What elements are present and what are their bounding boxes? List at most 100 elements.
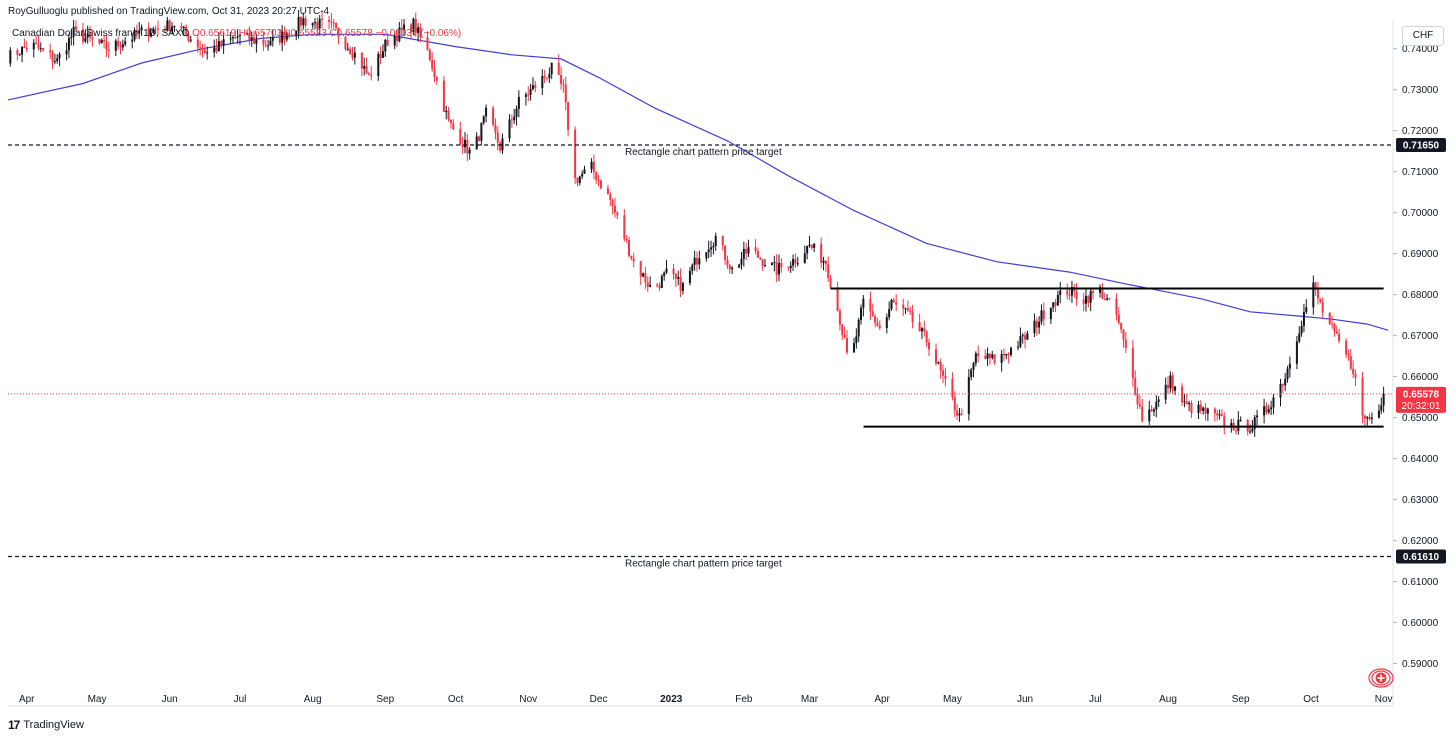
candle-body xyxy=(918,322,921,332)
candle-body xyxy=(616,212,619,216)
candle-body xyxy=(1103,298,1106,300)
candle-body xyxy=(794,259,797,264)
candle-body xyxy=(400,27,403,30)
candle-body xyxy=(1038,321,1041,328)
candle-body xyxy=(410,24,413,32)
candle-body xyxy=(213,47,216,53)
candle-body xyxy=(639,261,642,277)
last-price-label: 0.65578 xyxy=(1403,389,1440,400)
candle-body xyxy=(335,22,338,28)
candle-body xyxy=(70,36,73,39)
candle-body xyxy=(351,53,354,58)
candle-body xyxy=(885,317,888,328)
candle-body xyxy=(1338,333,1341,342)
candle-body xyxy=(459,129,462,145)
candle-body xyxy=(1049,307,1052,320)
candle-body xyxy=(951,378,954,398)
y-tick-label: 0.62000 xyxy=(1402,536,1439,547)
candle-body xyxy=(1066,290,1069,295)
candle-body xyxy=(105,41,108,50)
candle-body xyxy=(658,285,661,288)
candle-body xyxy=(67,38,70,51)
candle-body xyxy=(1333,324,1336,332)
plot-area[interactable] xyxy=(8,20,1393,684)
candle-body xyxy=(138,30,141,34)
candle-body xyxy=(499,142,502,151)
candle-body xyxy=(1009,347,1013,355)
candle-body xyxy=(1155,401,1158,410)
y-tick-label: 0.65000 xyxy=(1402,413,1439,424)
candle-body xyxy=(367,73,370,75)
candle-body xyxy=(1005,354,1008,356)
candle-body xyxy=(1042,310,1045,320)
x-tick-label: Apr xyxy=(874,694,890,705)
currency-selector[interactable]: CHF xyxy=(1402,26,1444,46)
candle-body xyxy=(1267,409,1270,413)
candle-body xyxy=(515,108,518,117)
candle-body xyxy=(398,27,401,42)
candle-body xyxy=(595,171,598,180)
candle-body xyxy=(234,37,237,39)
candle-body xyxy=(328,20,331,22)
candle-body xyxy=(103,40,106,42)
candle-body xyxy=(431,59,434,69)
symbol-legend: Canadian Dollar/Swiss franc, 1D, SAXO O0… xyxy=(12,28,461,39)
candle-body xyxy=(485,107,488,117)
candle-body xyxy=(1286,368,1289,379)
candle-body xyxy=(1239,419,1242,421)
candle-body xyxy=(428,49,431,60)
candle-body xyxy=(707,249,710,253)
candle-body xyxy=(693,257,696,265)
x-tick-label: Jul xyxy=(1089,694,1102,705)
candle-body xyxy=(147,27,150,37)
x-tick-label: Sep xyxy=(376,694,394,705)
candle-body xyxy=(510,119,513,121)
candle-body xyxy=(756,251,759,258)
ohlc-values: O0.65619 H0.65703 L0.65523 C0.65578 −0.0… xyxy=(192,28,462,39)
alert-badge-icon[interactable] xyxy=(1368,668,1394,688)
y-tick-label: 0.72000 xyxy=(1402,126,1439,137)
candle-body xyxy=(1204,407,1207,414)
candle-body xyxy=(65,50,68,55)
candle-body xyxy=(1171,375,1174,391)
x-tick-label: Oct xyxy=(448,694,464,705)
candle-body xyxy=(1120,322,1123,330)
candle-body xyxy=(564,84,567,103)
candle-body xyxy=(977,353,980,357)
candle-body xyxy=(1021,335,1024,337)
candle-body xyxy=(1305,307,1308,313)
candle-body xyxy=(304,18,307,26)
candle-body xyxy=(691,264,694,272)
candle-body xyxy=(107,49,110,51)
candle-body xyxy=(9,50,12,64)
candle-body xyxy=(1347,354,1350,357)
candle-body xyxy=(84,37,87,42)
candle-body xyxy=(632,258,635,262)
tradingview-brand[interactable]: 17 TradingView xyxy=(8,718,84,732)
x-tick-label: Mar xyxy=(801,694,819,705)
candle-body xyxy=(1033,320,1036,334)
candle-body xyxy=(677,276,680,279)
candle-body xyxy=(1382,393,1385,406)
candle-body xyxy=(1335,331,1338,334)
y-tick-label: 0.64000 xyxy=(1402,454,1439,465)
candle-body xyxy=(1002,353,1005,356)
candle-body xyxy=(313,21,317,24)
candle-body xyxy=(180,26,183,29)
candle-body xyxy=(1157,399,1160,402)
candle-body xyxy=(363,66,366,69)
candle-body xyxy=(353,52,356,58)
candle-body xyxy=(775,262,778,275)
candle-body xyxy=(1363,415,1366,419)
x-tick-label: Sep xyxy=(1232,694,1250,705)
candle-body xyxy=(808,244,811,246)
candle-body xyxy=(1295,341,1298,364)
candle-body xyxy=(1026,333,1029,340)
candle-body xyxy=(550,62,553,75)
candle-body xyxy=(1138,404,1141,407)
x-tick-label: Aug xyxy=(304,694,322,705)
candle-body xyxy=(527,94,530,96)
candle-body xyxy=(1216,413,1219,416)
y-tick-label: 0.63000 xyxy=(1402,495,1439,506)
